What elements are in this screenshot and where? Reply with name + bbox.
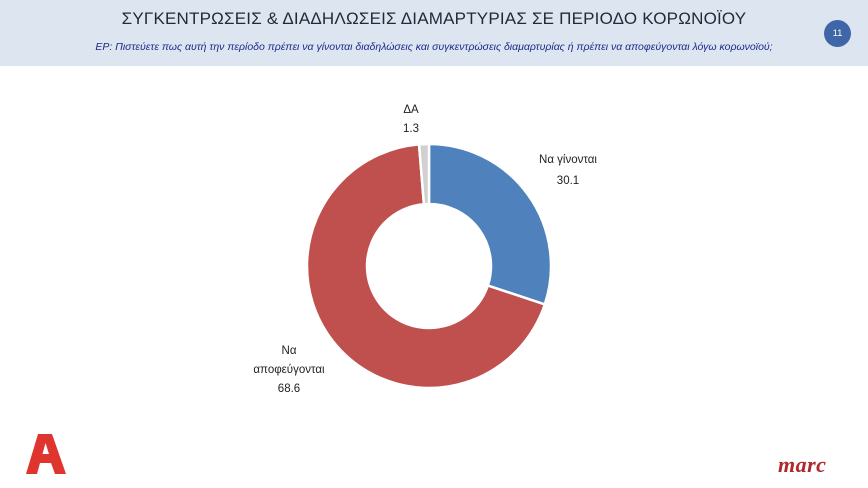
slice-value-label: 68.6 [278, 383, 300, 395]
donut-slice [417, 142, 431, 206]
slice-value-label: 1.3 [403, 123, 419, 135]
marc-logo: marc [778, 452, 827, 477]
slice-category-label: Να γίνονται [539, 154, 597, 166]
slice-category-label: ΔΑ [403, 104, 419, 116]
survey-question: ΕΡ: Πιστεύετε πως αυτή την περίοδο πρέπε… [95, 41, 773, 53]
page-title: ΣΥΓΚΕΝΤΡΩΣΕΙΣ & ΔΙΑΔΗΛΩΣΕΙΣ ΔΙΑΜΑΡΤΥΡΙΑΣ… [121, 9, 747, 28]
alpha-channel-logo [24, 432, 68, 483]
slice-category-label: αποφεύγονται [253, 364, 325, 376]
donut-chart: Να γίνονται 30.1 Να αποφεύγονται 68.6 ΔΑ 1.3 [253, 104, 597, 395]
donut-slice [427, 142, 553, 307]
slice-value-label: 30.1 [557, 175, 579, 187]
header-banner: ΣΥΓΚΕΝΤΡΩΣΕΙΣ & ΔΙΑΔΗΛΩΣΕΙΣ ΔΙΑΜΑΡΤΥΡΙΑΣ… [0, 0, 868, 66]
donut-slice [305, 143, 547, 390]
slice-category-label: Να [282, 345, 297, 357]
page-number-badge: 11 [824, 20, 851, 47]
